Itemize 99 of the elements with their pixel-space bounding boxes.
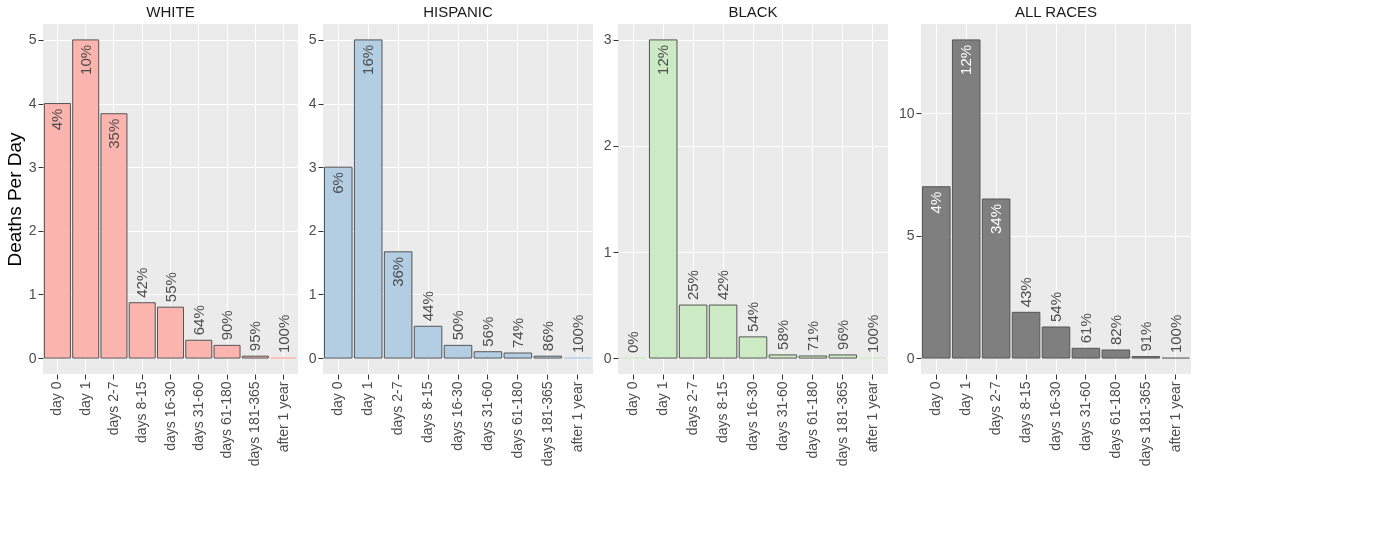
annotation: 90%	[218, 310, 236, 341]
x-tick-label: days 8-15	[419, 381, 436, 443]
x-tick-label: days 16-30	[1047, 381, 1063, 451]
annotation: 34%	[987, 204, 1005, 235]
x-tick-label: days 8-15	[133, 381, 150, 443]
annotation: 36%	[389, 256, 407, 287]
x-tick-label: days 61-180	[218, 381, 235, 459]
annotation: 43%	[1017, 277, 1035, 308]
y-tick-label: 1	[308, 285, 317, 302]
x-tick-label: days 16-30	[744, 381, 760, 451]
annotation: 12%	[654, 44, 672, 75]
annotation: 42%	[714, 270, 732, 301]
y-tick-label: 10	[898, 104, 915, 121]
y-tick-label: 3	[308, 158, 317, 175]
x-tick-label: days 61-180	[803, 381, 820, 459]
x-tick-label: days 2-7	[684, 381, 701, 436]
annotation: 71%	[803, 320, 821, 351]
y-tick-label: 5	[308, 31, 317, 48]
annotation: 4%	[48, 108, 66, 131]
annotation: 82%	[1106, 314, 1124, 346]
y-tick-label: 0	[28, 349, 37, 366]
annotation: 16%	[359, 44, 377, 75]
annotation: 42%	[133, 267, 151, 298]
annotation: 4%	[927, 191, 945, 214]
x-tick-label: days 31-60	[189, 381, 206, 451]
x-tick-label: days 181-365	[833, 381, 850, 467]
y-tick-label: 5	[28, 31, 37, 48]
x-tick-label: days 181-365	[246, 381, 263, 467]
annotation: 100%	[568, 314, 586, 354]
chart-title: HISPANIC	[423, 3, 494, 20]
x-tick-label: day 0	[927, 381, 944, 416]
x-tick-label: days 2-7	[987, 381, 1004, 436]
bar	[738, 336, 768, 359]
x-tick-label: days 31-60	[1076, 381, 1093, 451]
annotation: 61%	[1076, 313, 1094, 344]
y-tick-label: 1	[603, 243, 612, 260]
annotation: 25%	[684, 270, 702, 301]
annotation: 10%	[76, 44, 94, 75]
x-tick-label: day 0	[48, 381, 65, 416]
annotation: 100%	[863, 314, 881, 354]
x-tick-label: day 1	[957, 381, 974, 416]
y-tick-label: 5	[906, 227, 915, 244]
x-tick-label: after 1 year	[1166, 381, 1183, 453]
annotation: 58%	[773, 319, 791, 350]
x-tick-label: day 1	[654, 381, 671, 416]
y-tick-label: 2	[603, 137, 612, 154]
x-tick-label: day 1	[76, 381, 93, 416]
y-tick-label: 4	[308, 95, 317, 112]
annotation: 91%	[1136, 321, 1154, 352]
x-tick-label: day 0	[329, 381, 346, 416]
y-tick-label: 4	[28, 95, 37, 112]
x-tick-label: days 181-365	[538, 381, 555, 467]
annotation: 100%	[274, 314, 292, 354]
x-tick-label: days 31-60	[773, 381, 790, 451]
x-tick-label: days 16-30	[449, 381, 465, 451]
y-tick-label: 2	[308, 222, 317, 239]
annotation: 12%	[957, 44, 975, 75]
chart-title: WHITE	[146, 3, 195, 20]
x-tick-label: day 0	[624, 381, 641, 416]
bar	[1041, 326, 1071, 359]
annotation: 100%	[1166, 314, 1184, 354]
x-tick-label: days 8-15	[714, 381, 731, 443]
x-tick-label: days 8-15	[1017, 381, 1034, 443]
x-tick-label: days 16-30	[161, 381, 178, 451]
chart-title: ALL RACES	[1015, 3, 1097, 20]
x-tick-label: days 61-180	[508, 381, 525, 459]
y-tick-label: 3	[603, 31, 612, 48]
y-tick-label: 0	[603, 349, 612, 366]
x-tick-label: days 61-180	[1106, 381, 1123, 459]
y-tick-label: 2	[28, 222, 37, 239]
y-tick-label: 1	[28, 285, 37, 302]
x-tick-label: days 181-365	[1136, 381, 1153, 467]
annotation: 86%	[538, 321, 556, 352]
annotation: 54%	[744, 301, 761, 332]
annotation: 35%	[104, 118, 122, 149]
annotation: 96%	[833, 319, 851, 350]
x-tick-label: days 2-7	[389, 381, 406, 436]
y-axis-title: Deaths Per Day	[3, 131, 25, 267]
y-tick-label: 3	[28, 158, 37, 175]
annotation: 50%	[449, 310, 466, 341]
y-tick-label: 0	[308, 349, 317, 366]
x-tick-label: after 1 year	[863, 381, 880, 453]
bar	[443, 344, 473, 359]
annotation: 55%	[161, 272, 179, 303]
x-tick-label: after 1 year	[274, 381, 291, 453]
annotation: 6%	[329, 172, 347, 194]
annotation: 95%	[246, 321, 264, 352]
x-tick-label: days 31-60	[478, 381, 495, 451]
x-tick-label: day 1	[359, 381, 376, 416]
chart-title: BLACK	[728, 3, 778, 20]
y-tick-label: 0	[906, 349, 915, 366]
annotation: 44%	[419, 291, 437, 322]
x-tick-label: after 1 year	[568, 381, 585, 453]
annotation: 74%	[508, 317, 526, 348]
annotation: 56%	[478, 316, 496, 347]
annotation: 0%	[624, 331, 642, 354]
annotation: 64%	[189, 305, 207, 336]
x-tick-label: days 2-7	[104, 381, 121, 436]
annotation: 54%	[1047, 291, 1064, 323]
